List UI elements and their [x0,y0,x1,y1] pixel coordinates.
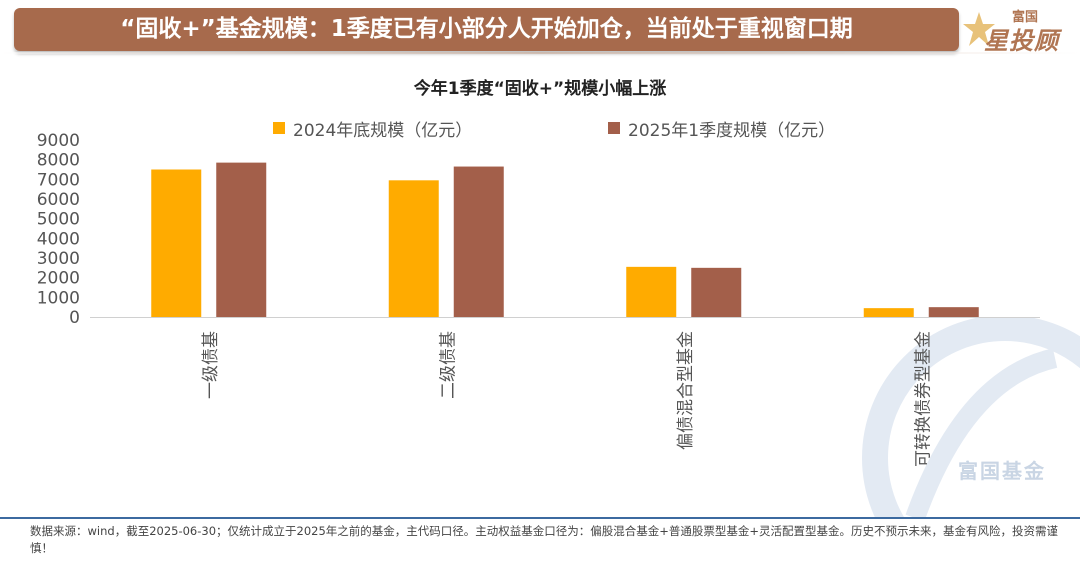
y-tick-label: 7000 [37,170,80,190]
y-tick-label: 3000 [37,249,80,269]
brand-logo: 富国 星投顾 [962,4,1077,56]
x-category-label: 偏债混合型基金 [676,331,696,450]
star-icon [963,12,995,46]
legend-item-2025q1: 2025年1季度规模（亿元） [608,116,836,141]
y-tick-label: 8000 [37,151,80,171]
y-tick-label: 5000 [37,210,80,230]
bar-2025q1-3 [928,307,979,317]
legend-label-2025q1: 2025年1季度规模（亿元） [628,120,836,141]
y-tick-label: 9000 [37,131,80,151]
y-tick-label: 6000 [37,190,80,210]
footer-divider [0,517,1080,519]
watermark-logo [862,318,1080,518]
y-tick-label: 0 [69,308,80,328]
bar-2025q1-0 [216,162,267,317]
x-category-label: 一级债基 [201,331,221,399]
chart-legend: 2024年底规模（亿元） 2025年1季度规模（亿元） [0,116,1080,141]
legend-label-2024: 2024年底规模（亿元） [293,120,473,141]
bar-2024-3 [863,308,914,317]
logo-top-text: 富国 [1012,10,1039,25]
watermark-text: 富国基金 [958,459,1046,483]
bar-2024-2 [626,266,677,317]
footer-note: 数据来源：wind，截至2025-06-30；仅统计成立于2025年之前的基金，… [30,524,1059,555]
page-title: “固收+”基金规模：1季度已有小部分人开始加仓，当前处于重视窗口期 [120,16,853,42]
legend-item-2024: 2024年底规模（亿元） [273,116,473,141]
legend-swatch-2024 [273,122,285,134]
bar-2025q1-1 [453,166,504,317]
x-category-label: 可转换债券型基金 [913,331,933,467]
y-tick-label: 1000 [37,288,80,308]
chart-title: 今年1季度“固收+”规模小幅上涨 [413,79,667,99]
legend-swatch-2025q1 [608,122,620,134]
header-banner: “固收+”基金规模：1季度已有小部分人开始加仓，当前处于重视窗口期 [14,8,959,51]
bar-2024-0 [151,169,202,317]
y-tick-label: 2000 [37,269,80,289]
y-tick-label: 4000 [37,229,80,249]
header-divider [0,52,1080,54]
bar-2025q1-2 [691,267,742,317]
x-category-label: 二级债基 [438,331,458,399]
bar-2024-1 [388,180,439,317]
logo-main-text: 星投顾 [984,27,1059,55]
